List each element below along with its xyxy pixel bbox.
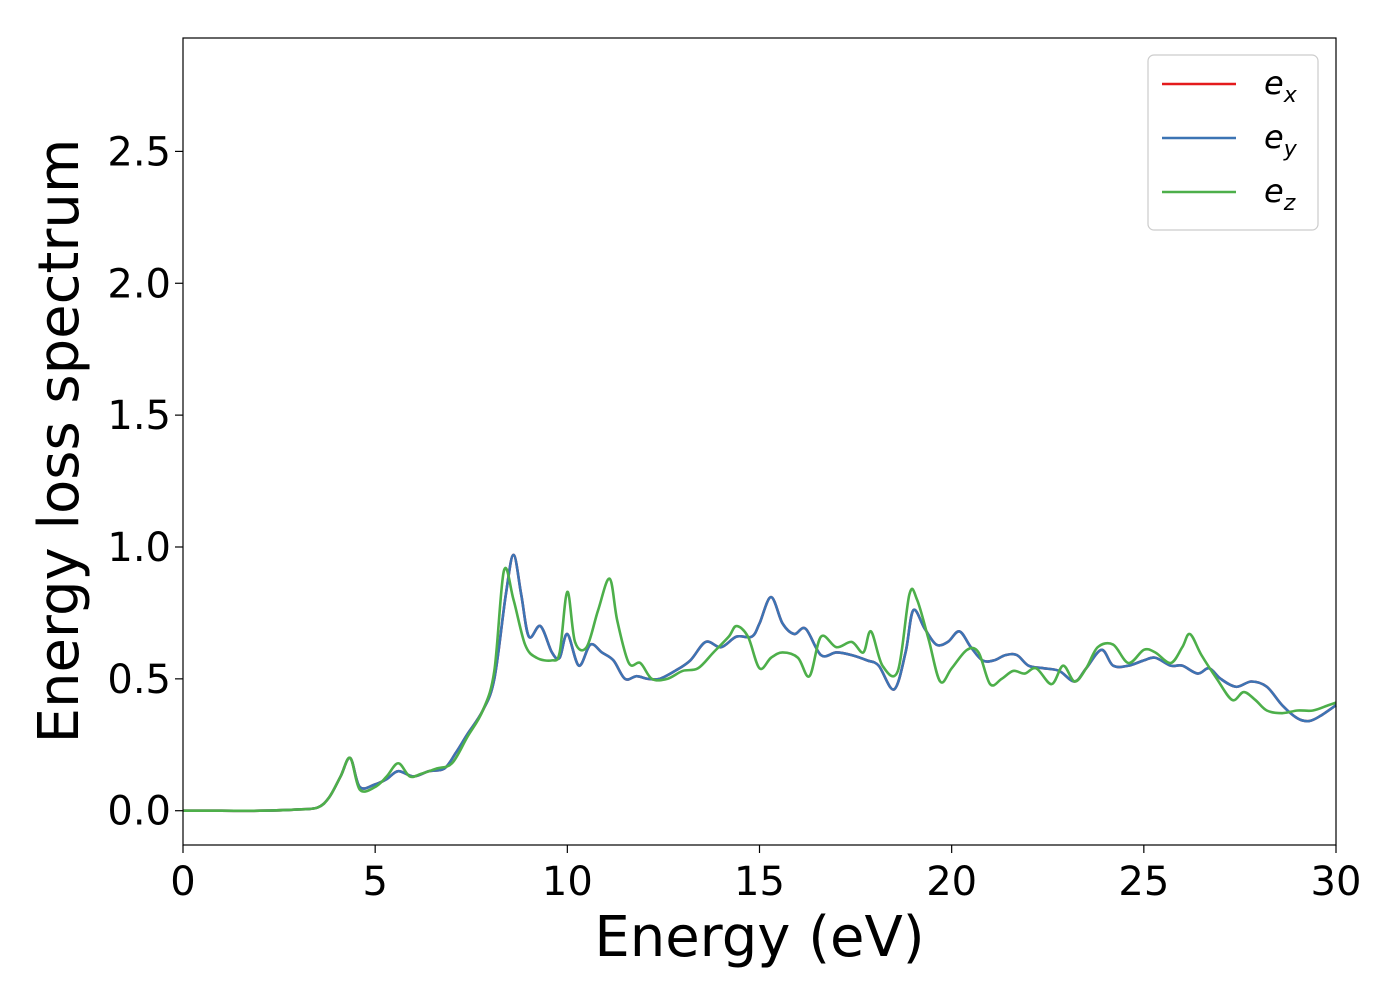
legend-label-y: ey	[1264, 118, 1298, 162]
series-layer	[183, 553, 1337, 813]
y-tick-label: 1.5	[107, 393, 171, 439]
x-tick-label: 0	[170, 859, 195, 905]
y-tick-label: 0.0	[107, 789, 171, 835]
x-axis-label: Energy (eV)	[594, 905, 924, 970]
y-tick-label: 1.0	[107, 525, 171, 571]
y-tick-label: 2.5	[107, 129, 171, 175]
x-tick-label: 30	[1311, 859, 1362, 905]
legend-label-x: ex	[1264, 64, 1298, 108]
legend: ex ey ez	[1147, 54, 1319, 231]
x-tick-label: 5	[362, 859, 387, 905]
y-axis-label: Energy loss spectrum	[27, 139, 92, 744]
series-line-y	[183, 553, 1337, 813]
y-axis: 0.0 0.5 1.0 1.5 2.0 2.5	[107, 129, 183, 835]
x-tick-label: 20	[926, 859, 977, 905]
legend-box	[1147, 54, 1319, 231]
x-axis: 0 5 10 15 20 25 30	[170, 845, 1361, 905]
legend-label-z: ez	[1264, 172, 1296, 216]
series-line-z	[183, 566, 1337, 813]
x-tick-label: 10	[542, 859, 593, 905]
y-tick-label: 0.5	[107, 657, 171, 703]
x-tick-label: 15	[734, 859, 785, 905]
x-tick-label: 25	[1118, 859, 1169, 905]
y-tick-label: 2.0	[107, 261, 171, 307]
